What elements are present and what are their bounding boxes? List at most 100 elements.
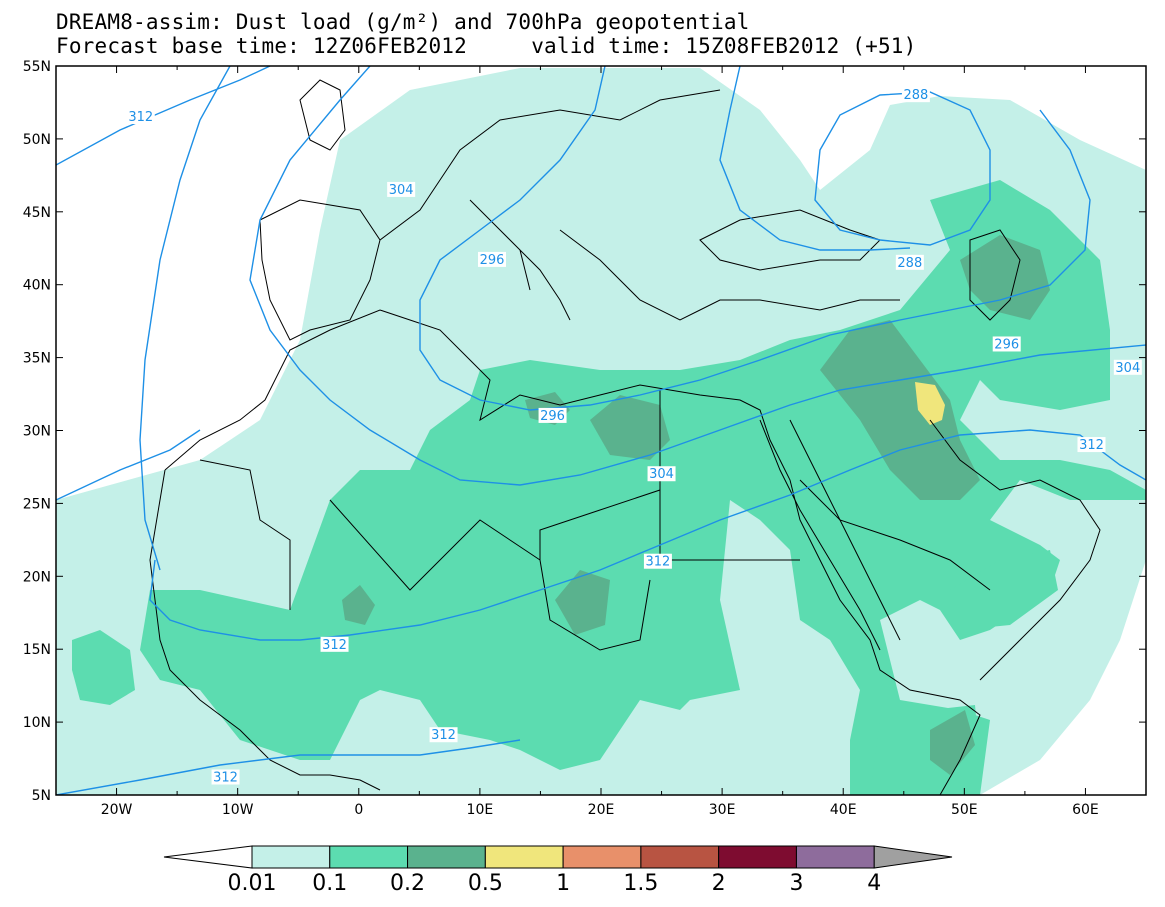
- contour-label-bg: [429, 727, 458, 743]
- contour-296-central: [419, 66, 1091, 411]
- colorbar-swatch: [329, 845, 409, 869]
- colorbar-label: 0.1: [312, 871, 347, 896]
- dust-level-0.2-chad: [555, 570, 610, 635]
- contour-label: 304: [649, 467, 674, 482]
- contour-label-bg: [387, 181, 416, 197]
- colorbar-swatch: [718, 845, 797, 869]
- lon-label: 30E: [709, 802, 736, 818]
- lat-label: 25N: [23, 496, 51, 512]
- colorbar-swatch: [484, 845, 564, 869]
- africa-coast: [164, 309, 981, 795]
- lat-label: 15N: [23, 642, 51, 658]
- italy-coast: [469, 199, 571, 321]
- contour-label: 312: [128, 110, 153, 125]
- lon-label: 40E: [830, 802, 857, 818]
- contour-label: 296: [540, 409, 565, 424]
- lon-label: 10E: [467, 802, 494, 818]
- colorbar-label: 3: [789, 871, 803, 896]
- contour-label-bg: [1077, 437, 1106, 453]
- lat-label: 55N: [23, 59, 51, 75]
- contour-label: 312: [213, 771, 238, 786]
- lon-label: 10W: [222, 802, 254, 818]
- contour-label-bg: [895, 254, 924, 270]
- contour-label: 312: [431, 728, 456, 743]
- map-axes: 20W 10W 0 10E 20E 30E 40E 50E 60E 55N 50N 45N 40N 35N…: [23, 59, 1147, 818]
- colorbar-label: 2: [712, 871, 726, 896]
- contour-312-north: [56, 66, 271, 166]
- west-africa-coast: [149, 469, 381, 791]
- dust-level-0.2-iraq: [820, 320, 980, 500]
- colorbar-over-arrow: [873, 845, 953, 869]
- contour-label: 304: [389, 183, 414, 198]
- lon-label: 20E: [588, 802, 615, 818]
- contour-312-south: [56, 739, 521, 795]
- lat-label: 40N: [23, 278, 51, 294]
- contour-label-bg: [478, 251, 506, 267]
- uk-coast: [299, 79, 346, 151]
- contour-label: 296: [480, 253, 505, 268]
- lat-label: 35N: [23, 351, 51, 367]
- colorbar-swatch: [251, 845, 331, 869]
- lat-label: 5N: [32, 788, 51, 804]
- iberia-coast: [259, 199, 381, 341]
- colorbar-swatch: [407, 845, 486, 869]
- dust-level-0.1-westafrica: [72, 630, 135, 705]
- dust-level-0.2-libya: [590, 395, 670, 460]
- contour-label: 288: [897, 256, 922, 271]
- border-arabia: [799, 479, 991, 591]
- colorbar-label: 4: [867, 871, 881, 896]
- contour-label-bg: [901, 87, 930, 103]
- dust-level-0.2-mali: [342, 585, 375, 625]
- contour-296-east: [719, 66, 911, 251]
- contour-288: [814, 91, 991, 246]
- contour-label-bg: [1113, 359, 1142, 375]
- lat-label: 45N: [23, 205, 51, 221]
- lon-label: 20W: [101, 802, 133, 818]
- europe-coast: [379, 89, 721, 241]
- lat-label: 50N: [23, 132, 51, 148]
- dust-level-0.2-somalia: [930, 710, 975, 775]
- dust-level-0.1-arabia: [950, 550, 1058, 630]
- dust-level-0.2-caspian: [960, 235, 1050, 320]
- contour-label: 312: [646, 555, 671, 570]
- dust-level-0.5: [915, 382, 945, 425]
- contour-label: 312: [322, 638, 347, 653]
- contour-label: 312: [1079, 438, 1104, 453]
- lat-label: 20N: [23, 569, 51, 585]
- colorbar-under-arrow: [163, 845, 253, 869]
- colorbar-label: 1: [556, 871, 570, 896]
- lon-label: 50E: [951, 802, 978, 818]
- lat-label: 10N: [23, 715, 51, 731]
- map-title: DREAM8-assim: Dust load (g/m²) and 700hP…: [56, 10, 750, 34]
- contour-312-mid: [56, 429, 1146, 641]
- contour-304-west: [249, 66, 1146, 486]
- contour-label-bg: [320, 636, 349, 652]
- contour-label-bg: [126, 109, 155, 125]
- colorbar-label: 0.5: [468, 871, 503, 896]
- colorbar-label: 1.5: [623, 871, 658, 896]
- dust-shading: [56, 68, 1146, 795]
- lat-label: 30N: [23, 424, 51, 440]
- gulf-coast: [929, 419, 1101, 681]
- border-sahara-2: [329, 489, 661, 591]
- colorbar-label: 0.01: [228, 871, 277, 896]
- caspian-coast: [969, 229, 1021, 321]
- lon-label: 0: [354, 802, 363, 818]
- redsea-coast: [759, 419, 901, 651]
- contour-label-bg: [992, 336, 1021, 352]
- contour-312-west: [139, 66, 231, 571]
- contour-labels: 312 304 296 288 288 296 304 312 296 304 312 312 312 3…: [126, 87, 1142, 786]
- contour-label: 288: [903, 88, 928, 103]
- border-sahara-1: [199, 459, 291, 610]
- colorbar-swatch: [562, 845, 642, 869]
- colorbar: 0.01 0.1 0.2 0.5 1 1.5 2 3 4: [163, 845, 953, 896]
- contour-label: 304: [1115, 361, 1140, 376]
- border-sahara-4: [539, 559, 651, 651]
- contour-label-bg: [643, 553, 672, 569]
- balkans-coast: [559, 229, 900, 321]
- geopotential-contours: [56, 66, 1146, 795]
- contour-label-bg: [538, 407, 567, 423]
- colorbar-swatch: [795, 845, 875, 869]
- coastlines: [149, 79, 1101, 795]
